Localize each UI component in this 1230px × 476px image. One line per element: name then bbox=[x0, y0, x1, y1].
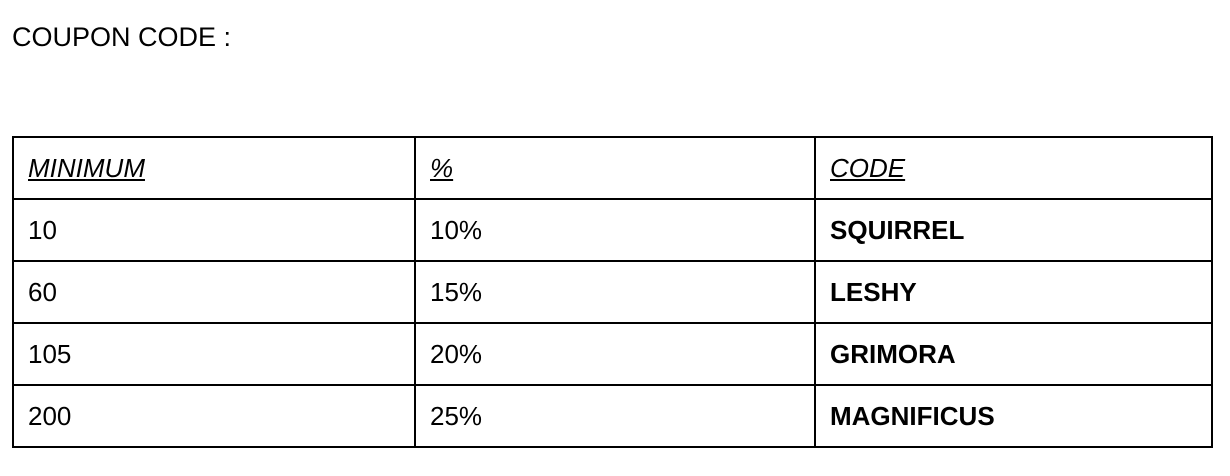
percent-cell: 15% bbox=[414, 260, 816, 324]
page-title: COUPON CODE : bbox=[12, 22, 232, 52]
percent-cell: 20% bbox=[414, 322, 816, 386]
table-row: 200 25% MAGNIFICUS bbox=[12, 384, 1213, 448]
header-minimum: MINIMUM bbox=[12, 136, 416, 200]
table-row: 10 10% SQUIRREL bbox=[12, 198, 1213, 262]
table-row: 105 20% GRIMORA bbox=[12, 322, 1213, 386]
minimum-cell: 200 bbox=[12, 384, 416, 448]
minimum-cell: 10 bbox=[12, 198, 416, 262]
code-cell: MAGNIFICUS bbox=[814, 384, 1213, 448]
code-cell: GRIMORA bbox=[814, 322, 1213, 386]
minimum-cell: 105 bbox=[12, 322, 416, 386]
percent-cell: 25% bbox=[414, 384, 816, 448]
header-percent: % bbox=[414, 136, 816, 200]
code-cell: SQUIRREL bbox=[814, 198, 1213, 262]
code-cell: LESHY bbox=[814, 260, 1213, 324]
header-code: CODE bbox=[814, 136, 1213, 200]
minimum-cell: 60 bbox=[12, 260, 416, 324]
table-header-row: MINIMUM % CODE bbox=[12, 136, 1213, 200]
percent-cell: 10% bbox=[414, 198, 816, 262]
table-row: 60 15% LESHY bbox=[12, 260, 1213, 324]
coupon-table: MINIMUM % CODE 10 10% SQUIRREL 60 15% LESHY … bbox=[12, 136, 1213, 448]
